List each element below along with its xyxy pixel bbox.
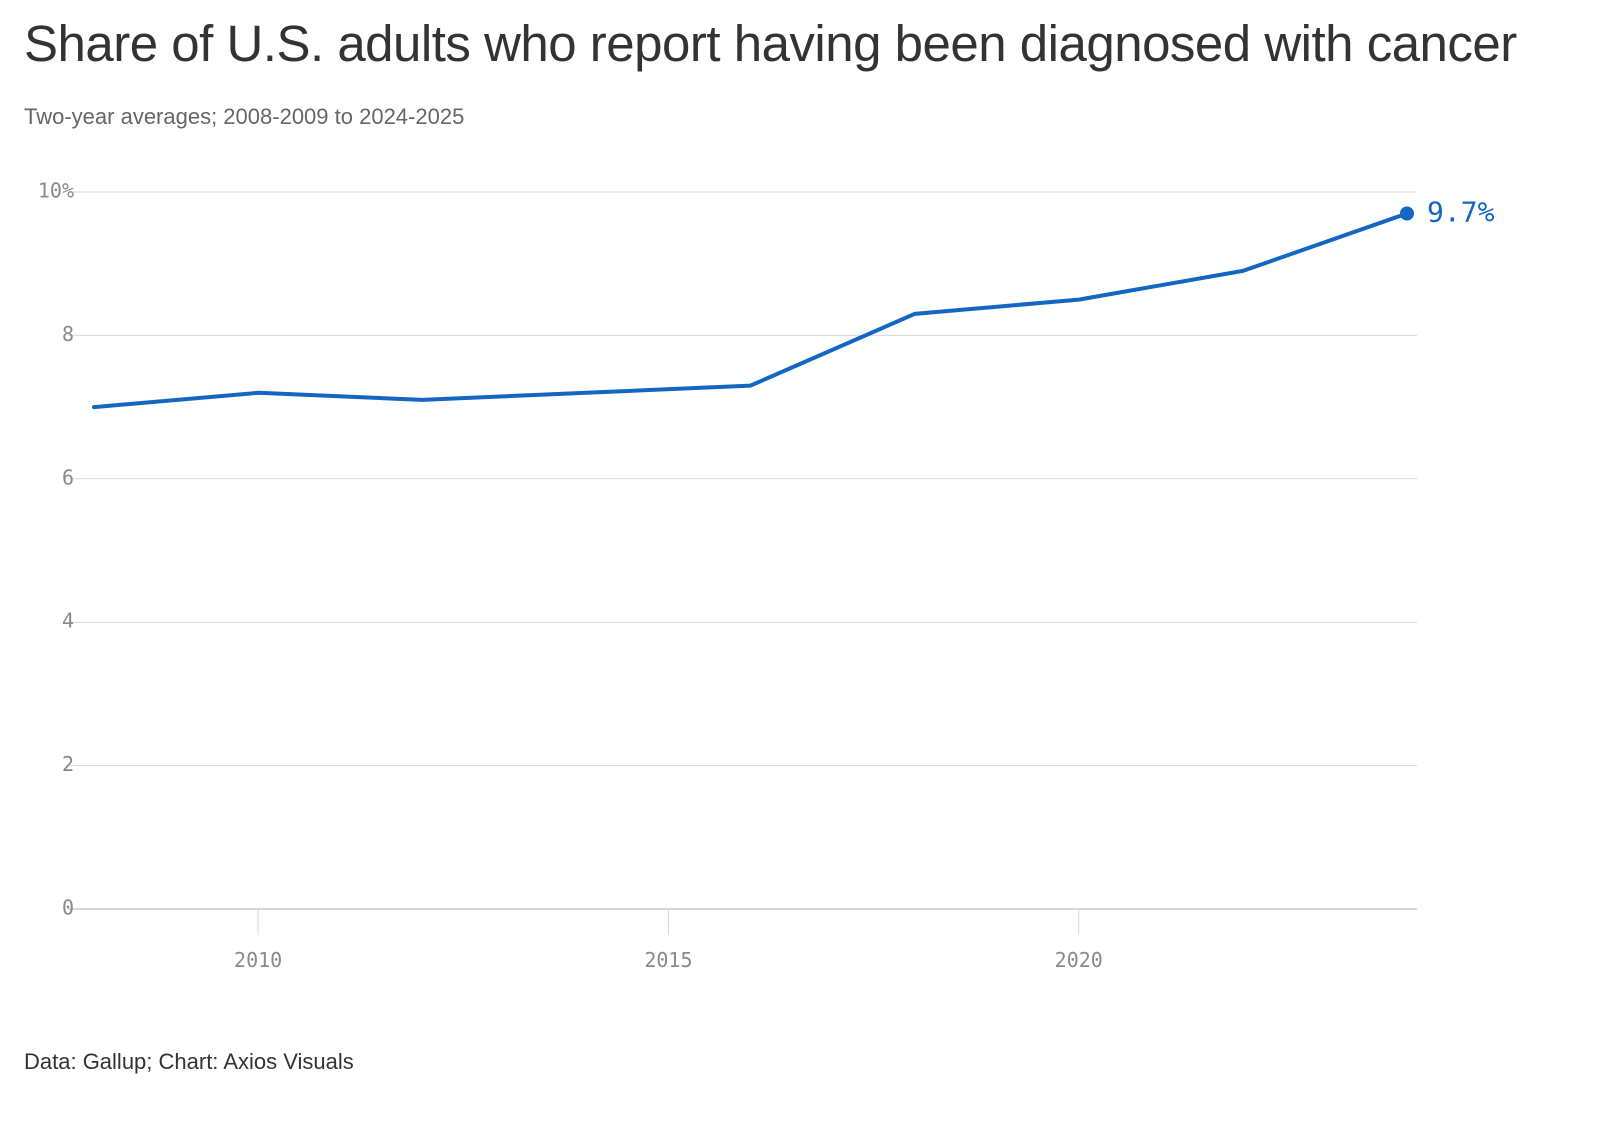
y-tick-label: 6 [62,465,74,489]
chart-title: Share of U.S. adults who report having b… [24,15,1517,72]
y-tick-label: 2 [62,752,74,776]
x-tick-label: 2015 [644,948,692,972]
y-tick-label: 10% [38,179,74,203]
y-tick-label: 0 [62,896,74,920]
y-tick-label: 4 [62,609,74,633]
end-value-label: 9.7% [1427,196,1495,229]
x-tick-label: 2020 [1055,948,1103,972]
source-note: Data: Gallup; Chart: Axios Visuals [24,1049,354,1074]
y-tick-label: 8 [62,322,74,346]
series-line [92,211,1409,410]
end-point-marker [1400,206,1414,221]
chart-subtitle: Two-year averages; 2008-2009 to 2024-202… [24,104,465,129]
x-axis: 2010 2015 2020 [234,909,1103,972]
gridlines [68,191,1417,910]
series-group: 9.7% [92,196,1495,410]
y-axis: 0 2 4 6 8 10% [38,179,74,920]
line-chart: 2010 2015 2020 0 2 4 6 8 10% 9.7% [38,179,1495,973]
x-tick-label: 2010 [234,948,282,972]
